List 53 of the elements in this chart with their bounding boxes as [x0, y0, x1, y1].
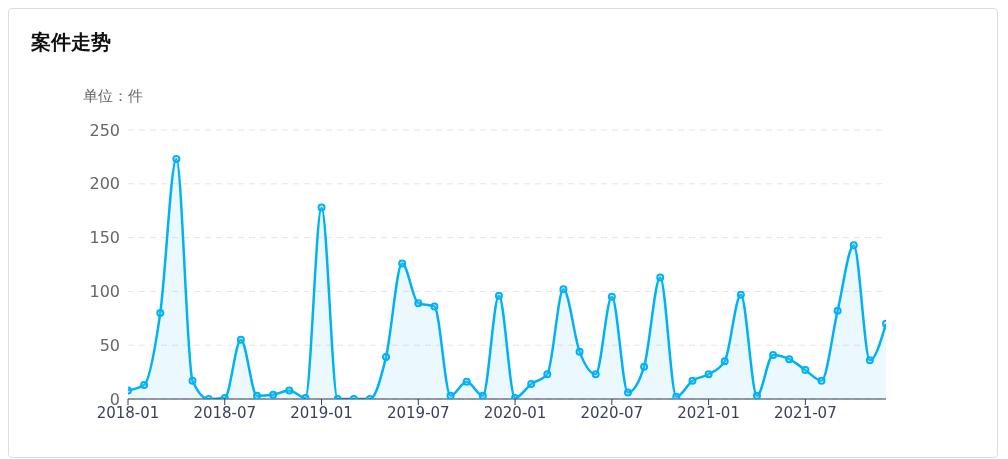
point [640, 362, 649, 371]
y-tick-label: 150 [89, 228, 120, 248]
point [607, 292, 616, 301]
point [543, 370, 552, 379]
point [382, 353, 391, 362]
point [575, 347, 584, 356]
point [865, 356, 874, 365]
point [494, 291, 503, 300]
x-tick-label: 2018-07 [193, 403, 257, 422]
point [188, 376, 197, 385]
point [236, 335, 245, 344]
point [817, 376, 826, 385]
point [801, 365, 810, 374]
x-tick-label: 2020-07 [580, 403, 644, 422]
y-axis-title: 单位：件 [83, 87, 143, 106]
point [591, 370, 600, 379]
point [785, 355, 794, 364]
point [285, 386, 294, 395]
x-tick-label: 2021-07 [774, 403, 837, 422]
point [478, 391, 487, 399]
point [672, 392, 681, 399]
y-tick-label: 200 [89, 174, 120, 194]
point [430, 302, 439, 311]
point [527, 379, 536, 388]
point [398, 259, 407, 268]
point [849, 241, 858, 250]
point [446, 391, 455, 399]
point [769, 350, 778, 359]
point [720, 357, 729, 366]
x-tick-label: 2021-01 [677, 403, 740, 422]
point [414, 299, 423, 308]
point [736, 290, 745, 299]
point [172, 155, 181, 164]
point [688, 376, 697, 385]
point [752, 391, 761, 399]
point [623, 388, 632, 397]
point [140, 381, 149, 390]
point [704, 370, 713, 379]
point [317, 203, 326, 212]
x-tick-label: 2019-07 [386, 403, 450, 422]
y-tick-label: 100 [89, 282, 120, 302]
y-tick-label: 50 [99, 335, 120, 355]
point [656, 273, 665, 282]
point [462, 377, 471, 386]
x-tick-label: 2019-01 [290, 403, 353, 422]
point [253, 391, 262, 399]
chart-title: 案件走势 [31, 29, 111, 56]
point [833, 306, 842, 315]
x-tick-label: 2020-01 [483, 403, 547, 422]
point [559, 285, 568, 294]
point [156, 308, 165, 317]
y-tick-label: 250 [89, 120, 120, 140]
point [269, 390, 278, 399]
